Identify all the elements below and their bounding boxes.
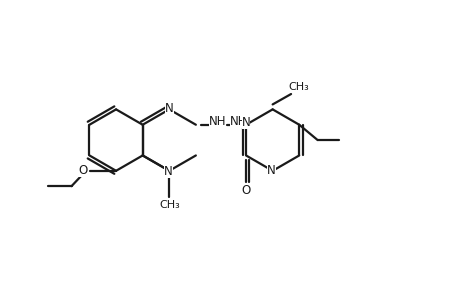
Text: O: O [241, 184, 250, 197]
Text: N: N [164, 102, 173, 115]
Text: N: N [163, 165, 172, 178]
Text: CH₃: CH₃ [287, 82, 308, 92]
Text: CH₃: CH₃ [158, 200, 179, 210]
Text: NH: NH [208, 115, 226, 128]
Text: NH: NH [230, 115, 247, 128]
Text: N: N [241, 116, 250, 129]
Text: N: N [267, 164, 275, 177]
Text: O: O [78, 164, 87, 177]
